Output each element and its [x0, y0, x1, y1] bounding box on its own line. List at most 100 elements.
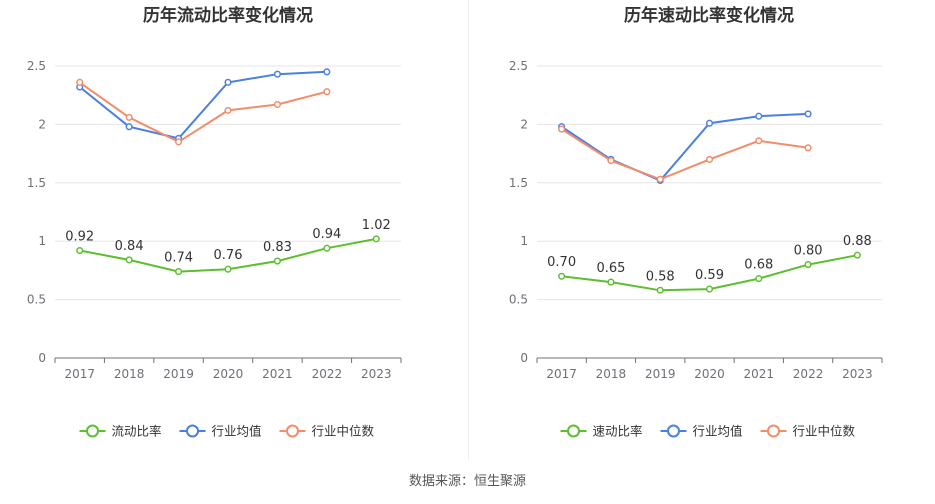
data-label: 0.58 [646, 269, 675, 284]
data-label: 0.88 [843, 234, 872, 249]
data-label: 0.74 [164, 251, 193, 266]
y-tick-label: 2.5 [27, 59, 46, 73]
legend-item-0: 速动比率 [560, 424, 643, 439]
data-point [125, 113, 133, 121]
y-tick-label: 1.5 [509, 176, 528, 190]
legend-swatch-marker [667, 424, 680, 438]
data-point [224, 106, 232, 114]
data-point [273, 70, 281, 78]
data-point [656, 175, 664, 183]
y-tick-label: 0 [520, 351, 528, 365]
data-point [656, 286, 664, 294]
data-label: 0.80 [794, 244, 823, 259]
legend-label: 流动比率 [112, 424, 162, 439]
data-point [558, 125, 566, 133]
chart-panel-1: 历年流动比率变化情况 0 0.5 1 1.5 2 2.5 2017 2018 2019 2020 20… [27, 5, 402, 439]
legend-item-1: 行业均值 [660, 424, 743, 439]
data-label: 0.68 [744, 258, 773, 273]
data-point [175, 138, 183, 146]
legend-item-0: 流动比率 [79, 424, 162, 439]
legend-label: 行业中位数 [312, 424, 375, 439]
data-label: 0.65 [596, 261, 625, 276]
data-point [76, 246, 84, 255]
data-point [323, 88, 331, 96]
x-tick-label: 2023 [361, 367, 392, 381]
data-point [125, 123, 133, 131]
x-tick-label: 2023 [842, 367, 873, 381]
x-tick-label: 2021 [262, 367, 293, 381]
data-point [755, 137, 763, 145]
y-tick-label: 0.5 [27, 293, 46, 307]
data-label: 0.70 [547, 255, 576, 270]
y-tick-label: 0 [38, 351, 46, 365]
data-point [273, 100, 281, 109]
chart-panel-2: 历年速动比率变化情况 0 0.5 1 1.5 2 2.5 2017 2018 2019 2020 20… [509, 5, 883, 439]
x-tick-label: 2022 [312, 367, 343, 381]
data-point [224, 78, 232, 86]
data-point [558, 272, 566, 280]
x-tick-label: 2018 [114, 367, 145, 381]
data-label: 1.02 [362, 218, 391, 233]
x-tick-label: 2019 [163, 367, 194, 381]
data-point [125, 256, 133, 264]
data-point [323, 244, 331, 252]
data-point [804, 110, 812, 118]
data-label: 0.76 [214, 248, 243, 263]
y-tick-label: 2 [520, 117, 528, 131]
data-point [804, 144, 812, 152]
legend-label: 行业中位数 [793, 424, 856, 439]
legend-swatch-marker [286, 424, 299, 438]
legend-swatch-marker [767, 424, 780, 438]
data-source-note: 数据来源：恒生聚源 [408, 474, 526, 489]
y-tick-label: 1 [520, 234, 528, 248]
data-label: 0.94 [312, 227, 341, 242]
y-tick-label: 2 [38, 117, 46, 131]
chart-title: 历年速动比率变化情况 [624, 5, 794, 26]
y-tick-label: 0.5 [509, 293, 528, 307]
data-point [804, 261, 812, 269]
x-tick-label: 2020 [694, 367, 725, 381]
data-point [224, 265, 232, 273]
data-label: 0.83 [263, 240, 292, 255]
data-point [175, 268, 183, 276]
series-line-1 [79, 70, 327, 140]
data-point [607, 278, 615, 286]
legend-item-1: 行业均值 [179, 424, 262, 439]
legend-swatch-marker [567, 424, 580, 438]
data-point [372, 235, 380, 243]
x-tick-label: 2017 [64, 367, 95, 381]
series-line-2 [79, 81, 328, 144]
data-point [705, 119, 714, 127]
legend-swatch-marker [86, 424, 99, 438]
x-tick-label: 2021 [744, 367, 775, 381]
chart-title: 历年流动比率变化情况 [143, 5, 313, 26]
x-tick-label: 2017 [546, 367, 577, 381]
data-label: 0.92 [65, 230, 94, 245]
data-point [705, 155, 714, 163]
x-tick-label: 2019 [645, 367, 676, 381]
legend-item-2: 行业中位数 [279, 424, 375, 439]
y-tick-label: 1 [38, 234, 46, 248]
x-tick-label: 2018 [596, 367, 627, 381]
data-point [705, 285, 714, 293]
series-line-2 [561, 128, 809, 181]
y-tick-label: 2.5 [509, 59, 528, 73]
data-point [853, 251, 861, 259]
data-label: 0.59 [695, 268, 724, 283]
data-point [755, 112, 763, 120]
data-point [76, 78, 84, 86]
data-point [755, 275, 763, 283]
legend-label: 行业均值 [212, 424, 262, 439]
x-tick-label: 2022 [793, 367, 824, 381]
data-point [323, 68, 331, 76]
y-tick-label: 1.5 [27, 176, 46, 190]
legend-label: 行业均值 [693, 424, 743, 439]
x-tick-label: 2020 [213, 367, 244, 381]
legend-swatch-marker [186, 424, 199, 438]
series-line-1 [561, 112, 809, 182]
legend-label: 速动比率 [593, 424, 643, 439]
panel-divider [468, 0, 469, 460]
data-point [607, 157, 615, 165]
legend-item-2: 行业中位数 [760, 424, 856, 439]
